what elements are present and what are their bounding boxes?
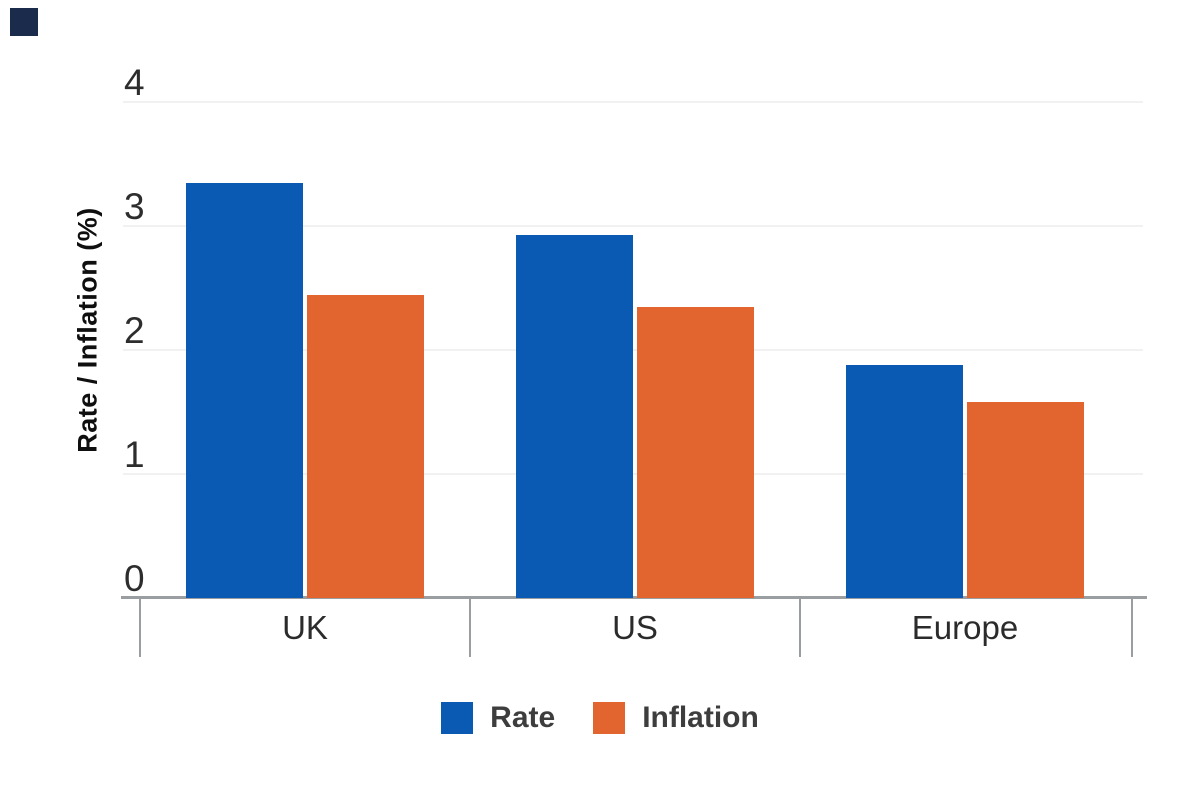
gridline-y-3 (123, 225, 1143, 227)
bar-europe-rate[interactable] (846, 365, 963, 598)
legend-swatch-rate (441, 702, 474, 734)
bar-uk-inflation[interactable] (307, 295, 424, 598)
legend-item-inflation[interactable]: Inflation (593, 701, 759, 735)
gridline-y-2 (123, 349, 1143, 351)
bar-us-rate[interactable] (516, 235, 633, 598)
bar-us-inflation[interactable] (637, 307, 754, 598)
bar-europe-inflation[interactable] (967, 402, 1084, 598)
gridline-y-1 (123, 473, 1143, 475)
x-axis-tick-0 (139, 599, 141, 657)
x-category-label-europe: Europe (911, 609, 1019, 646)
y-tick-label-1: 1 (124, 434, 145, 475)
x-category-label-us: US (612, 609, 658, 646)
legend-label-rate: Rate (490, 701, 556, 734)
y-tick-label-0: 0 (124, 558, 145, 599)
x-axis-tick-1 (469, 599, 471, 657)
gridline-y-4 (123, 101, 1143, 103)
y-tick-label-4: 4 (124, 62, 145, 103)
logo-mark (10, 8, 38, 36)
legend-label-inflation: Inflation (642, 701, 759, 734)
x-category-label-uk: UK (282, 609, 328, 646)
x-axis-line (121, 596, 1147, 599)
x-axis-tick-3 (1131, 599, 1133, 657)
bar-uk-rate[interactable] (186, 183, 303, 598)
y-tick-label-2: 2 (124, 310, 145, 351)
legend-swatch-inflation (593, 702, 626, 734)
legend: Rate Inflation (0, 701, 1200, 735)
y-axis-title: Rate / Inflation (%) (72, 207, 103, 453)
legend-item-rate[interactable]: Rate (441, 701, 555, 735)
y-tick-label-3: 3 (124, 186, 145, 227)
x-axis-tick-2 (799, 599, 801, 657)
